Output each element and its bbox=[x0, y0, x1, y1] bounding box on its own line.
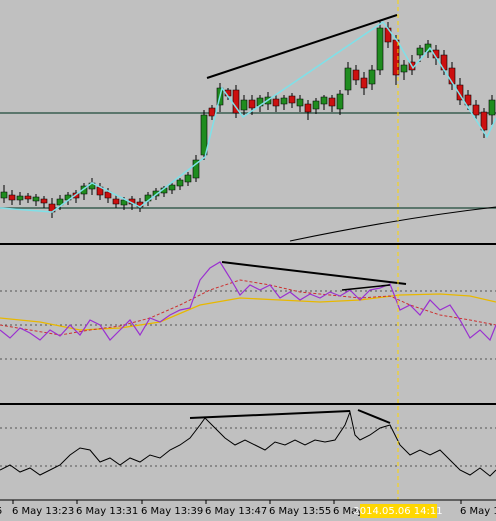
divergence-line bbox=[189, 410, 351, 419]
x-tick-label: 5 bbox=[0, 506, 2, 517]
average-line bbox=[0, 279, 496, 336]
oscillator-line bbox=[0, 410, 496, 477]
crosshair-box bbox=[360, 504, 437, 518]
x-axis: 56 May 13:236 May 13:316 May 13:396 May … bbox=[0, 500, 496, 517]
moving-average bbox=[289, 206, 496, 242]
x-tick-label: 6 May 13:47 bbox=[205, 506, 267, 517]
bull-candles bbox=[0, 27, 496, 206]
trendline bbox=[206, 14, 398, 79]
divergence-line bbox=[357, 409, 391, 424]
x-tick-label: 6 May 13:23 bbox=[12, 506, 74, 517]
divergence-line bbox=[221, 261, 407, 285]
x-tick-label: 6 May 13:31 bbox=[76, 506, 138, 517]
signal-line bbox=[0, 293, 496, 331]
divergence-line bbox=[341, 284, 391, 291]
oscillator-line bbox=[0, 261, 496, 342]
x-tick-label: 6 May 13:39 bbox=[141, 506, 203, 517]
zigzag bbox=[0, 20, 496, 213]
x-tick-label: 6 May bbox=[333, 506, 363, 517]
x-tick-label: 6 May 1 bbox=[460, 506, 496, 517]
crosshair-label: 2014.05.06 14:11 bbox=[353, 506, 442, 517]
x-tick-label: 6 May 13:55 bbox=[269, 506, 331, 517]
